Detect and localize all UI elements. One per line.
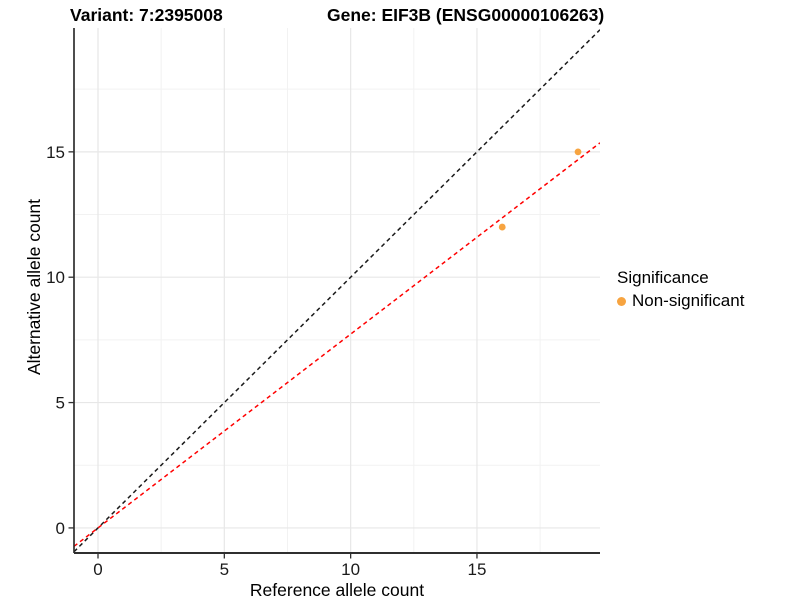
legend-point-icon bbox=[617, 296, 626, 306]
x-tick-label: 10 bbox=[341, 560, 360, 579]
x-axis-title: Reference allele count bbox=[249, 580, 425, 600]
y-tick-label: 15 bbox=[46, 143, 65, 162]
legend-item-non-significant: Non-significant bbox=[617, 291, 744, 311]
legend: Significance Non-significant bbox=[617, 268, 744, 311]
x-tick-label: 0 bbox=[93, 560, 102, 579]
identity-line bbox=[74, 29, 600, 553]
chart-title-gene: Gene: EIF3B (ENSG00000106263) bbox=[327, 5, 605, 25]
data-point bbox=[574, 148, 582, 156]
y-tick-label: 10 bbox=[46, 268, 65, 287]
chart-title-variant: Variant: 7:2395008 bbox=[70, 5, 223, 25]
y-tick-label: 5 bbox=[56, 394, 65, 413]
y-tick-label: 0 bbox=[56, 519, 65, 538]
y-axis-title: Alternative allele count bbox=[24, 198, 44, 376]
data-point bbox=[498, 223, 506, 231]
x-tick-label: 5 bbox=[220, 560, 229, 579]
legend-item-label: Non-significant bbox=[632, 291, 745, 310]
legend-title: Significance bbox=[617, 268, 709, 287]
fit-line bbox=[74, 142, 600, 547]
x-tick-label: 15 bbox=[468, 560, 487, 579]
